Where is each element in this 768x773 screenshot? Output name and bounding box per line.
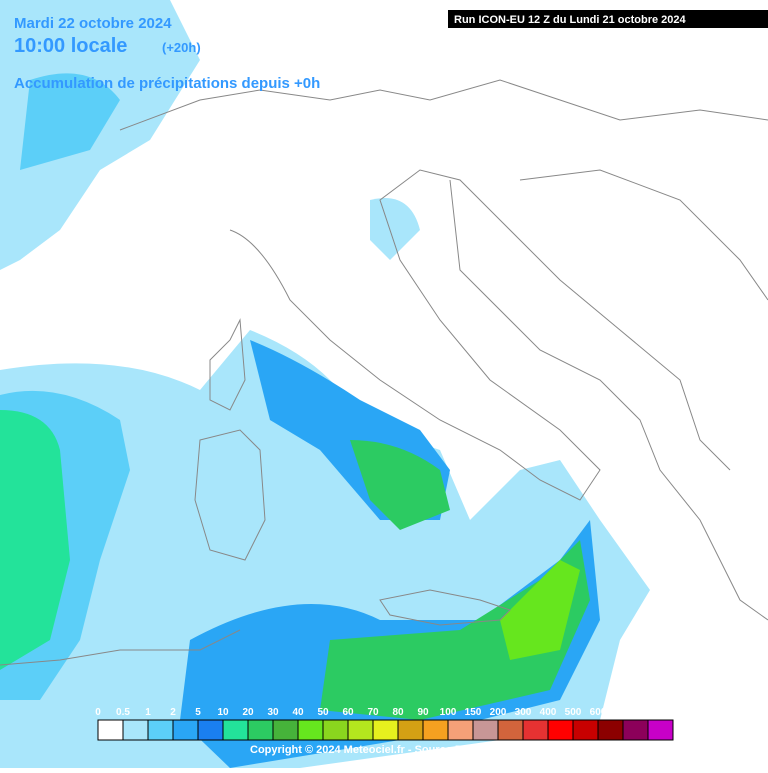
- legend-label: 1: [145, 707, 151, 718]
- legend-swatch: [97, 719, 124, 741]
- date: Mardi 22 octobre 2024: [14, 15, 172, 32]
- legend-label: 300: [515, 707, 532, 718]
- legend-label: 70: [367, 707, 379, 718]
- legend-swatch: [322, 719, 349, 741]
- legend-swatch: [647, 719, 674, 741]
- legend-label: 700: [615, 707, 632, 718]
- precipitation: [0, 0, 650, 768]
- legend-swatch: [247, 719, 274, 741]
- legend-swatch: [197, 719, 224, 741]
- legend-label: 60: [342, 707, 354, 718]
- legend-swatch: [122, 719, 149, 741]
- legend-label: 2: [170, 707, 176, 718]
- legend-label: 100: [440, 707, 457, 718]
- legend: 0 0.5 1 2 5 10 20 30 40 50 60 70 80 90 100 150 200 300 400…: [95, 707, 674, 741]
- time: 10:00 locale: [14, 35, 127, 57]
- copyright: Copyright © 2024 Meteociel.fr - Source D…: [250, 744, 481, 756]
- legend-label: 0: [95, 707, 101, 718]
- legend-label: 5: [195, 707, 201, 718]
- borders: [0, 79, 768, 666]
- legend-label: 150: [465, 707, 482, 718]
- run-box: [448, 10, 768, 28]
- legend-swatch: [547, 719, 574, 741]
- legend-swatch: [372, 719, 399, 741]
- subtitle: Accumulation de précipitations depuis +0…: [14, 75, 320, 92]
- legend-swatch: [347, 719, 374, 741]
- legend-label: 80: [392, 707, 404, 718]
- legend-swatch: [497, 719, 524, 741]
- legend-label: 30: [267, 707, 279, 718]
- legend-label: 400: [540, 707, 557, 718]
- legend-label: 500: [565, 707, 582, 718]
- legend-label: 90: [417, 707, 429, 718]
- run-label: Run ICON-EU 12 Z du Lundi 21 octobre 202…: [454, 14, 687, 26]
- legend-swatch: [147, 719, 174, 741]
- legend-label: 10: [217, 707, 229, 718]
- lead-time: (+20h): [162, 40, 201, 55]
- legend-swatch: [397, 719, 424, 741]
- legend-swatch: [522, 719, 549, 741]
- legend-swatch: [597, 719, 624, 741]
- legend-label: 800: [640, 707, 657, 718]
- legend-label: 50: [317, 707, 329, 718]
- legend-swatch: [422, 719, 449, 741]
- legend-label: 600: [590, 707, 607, 718]
- legend-swatch: [622, 719, 649, 741]
- legend-label: 200: [490, 707, 507, 718]
- legend-label: 20: [242, 707, 254, 718]
- legend-swatch: [272, 719, 299, 741]
- legend-swatch: [472, 719, 499, 741]
- legend-label: 40: [292, 707, 304, 718]
- legend-swatch: [222, 719, 249, 741]
- legend-swatch: [172, 719, 199, 741]
- legend-label: 0.5: [116, 707, 130, 718]
- legend-swatch: [572, 719, 599, 741]
- legend-swatch: [297, 719, 324, 741]
- legend-swatch: [447, 719, 474, 741]
